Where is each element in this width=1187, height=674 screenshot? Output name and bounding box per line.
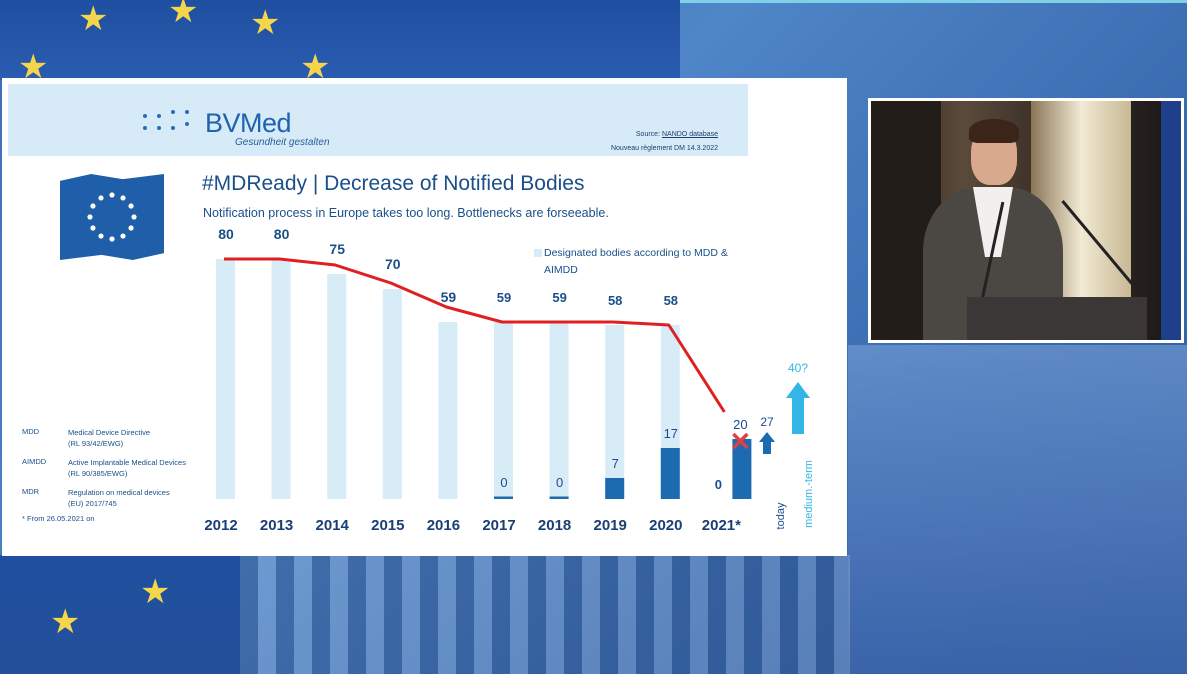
eu-flag-icon [60, 174, 164, 260]
eu-star [90, 225, 96, 231]
logo-text: BVMed [205, 108, 292, 138]
arrow-up-icon [759, 432, 775, 454]
abbreviation-key: MDD [22, 427, 40, 436]
video-blue-banner [1161, 101, 1181, 340]
eu-star [98, 195, 104, 201]
abbreviation-key: MDR [22, 487, 40, 496]
data-label-mdr: 0 [500, 475, 507, 490]
star-icon: ★ [50, 603, 81, 641]
category-label: 2021* [702, 517, 741, 534]
data-label-designated: 58 [664, 293, 678, 308]
trend-line [224, 257, 726, 413]
abbreviation-row: MDD Medical Device Directive (RL 93/42/EW… [22, 427, 222, 457]
label-today: today [775, 502, 787, 529]
legend-text: Designated bodies according to MDD & AIM… [544, 247, 728, 276]
eu-star [131, 214, 137, 220]
legend-swatch [534, 249, 542, 257]
data-label-designated: 59 [441, 289, 457, 305]
category-label: 2013 [260, 517, 293, 534]
data-label-designated: 58 [608, 293, 622, 308]
slide-header: BVMed Gesundheit gestalten Source: NANDO… [8, 84, 748, 156]
data-label-mdr: 20 [733, 417, 747, 432]
data-label-today: 27 [760, 415, 774, 429]
podium [967, 297, 1147, 340]
eu-star [120, 195, 126, 201]
eu-star [98, 233, 104, 239]
star-icon: ★ [78, 0, 109, 38]
bar-mdr-bodies [494, 496, 513, 499]
source-label: Source: [635, 131, 661, 138]
abbreviation-key: AIMDD [22, 457, 47, 466]
category-label: 2015 [371, 517, 404, 534]
data-label-designated: 0 [715, 477, 722, 492]
category-label: 2019 [594, 517, 627, 534]
bar-chart: 8020128020137520147020155920165920175920… [204, 226, 815, 534]
bar-designated-bodies [271, 259, 291, 499]
category-label: 2017 [482, 517, 515, 534]
category-label: 2020 [649, 517, 682, 534]
logo-subtitle: Gesundheit gestalten [235, 137, 330, 148]
star-icon: ★ [250, 4, 281, 42]
bar-designated-bodies [382, 289, 402, 499]
bar-designated-bodies [549, 322, 569, 499]
data-label-mdr: 17 [664, 426, 678, 441]
background-eu-flag-bottom: ★ ★ [0, 555, 240, 674]
bar-designated-bodies [216, 259, 235, 499]
source-link: NANDO database [661, 131, 718, 138]
eu-stars-icon [87, 192, 137, 242]
bar-designated-bodies [605, 325, 625, 499]
background-building [150, 555, 850, 674]
abbreviation-value: Active Implantable Medical Devices (RL 90… [68, 458, 186, 478]
eu-star [120, 233, 126, 239]
bar-designated-bodies [327, 274, 347, 499]
category-label: 2016 [427, 517, 460, 534]
slide-subtitle: Notification process in Europe takes too… [203, 206, 609, 220]
slide-title: #MDReady | Decrease of Notified Bodies [202, 172, 585, 195]
star-icon: ★ [168, 0, 199, 30]
data-label-designated: 80 [218, 226, 234, 242]
background-building-right [848, 345, 1187, 674]
source-line2: Nouveau règlement DM 14.3.2022 [610, 145, 718, 152]
speaker-video [868, 98, 1184, 343]
bar-mdr-bodies [605, 478, 625, 499]
cross-icon [732, 432, 749, 450]
eu-star [109, 192, 115, 198]
data-label-designated: 80 [274, 226, 290, 242]
abbreviation-value: Regulation on medical devices (EU) 2017/7… [68, 488, 170, 508]
arrow-up-icon [786, 382, 810, 434]
star-icon: ★ [140, 573, 171, 611]
eu-star [128, 203, 134, 209]
eu-star [87, 214, 93, 220]
data-label-designated: 59 [497, 290, 511, 305]
bar-designated-bodies [438, 322, 458, 499]
data-label-designated: 59 [552, 290, 566, 305]
data-label-mdr: 0 [556, 475, 563, 490]
data-label-designated: 70 [385, 256, 401, 272]
data-label-mdr: 7 [612, 456, 619, 471]
label-medium-term: medium.-term [803, 460, 815, 528]
data-label-medium-term: 40? [788, 361, 808, 375]
speaker-hair [969, 119, 1019, 143]
bar-mdr-bodies [660, 448, 680, 499]
presentation-slide: BVMed Gesundheit gestalten Source: NANDO… [2, 78, 847, 556]
bar-mdr-bodies [549, 496, 569, 499]
abbreviation-value: Medical Device Directive (RL 93/42/EWG) [68, 428, 151, 448]
data-label-designated: 75 [329, 241, 345, 257]
eu-star [90, 203, 96, 209]
bar-mdr-bodies [732, 439, 752, 499]
bar-designated-bodies [494, 322, 513, 499]
source-note: Source: NANDO database Nouveau règlement… [611, 128, 718, 156]
category-label: 2014 [316, 517, 350, 534]
footnote: * From 26.05.2021 on [22, 514, 95, 523]
logo-dots-icon [143, 110, 198, 134]
category-label: 2018 [538, 517, 571, 534]
background-eu-flag: ★ ★ ★ ★ ★ [0, 0, 680, 84]
abbreviation-row: AIMDD Active Implantable Medical Devices… [22, 457, 222, 487]
eu-star [128, 225, 134, 231]
abbreviation-list: MDD Medical Device Directive (RL 93/42/EW… [22, 427, 222, 517]
abbreviation-row: MDR Regulation on medical devices (EU) 20… [22, 487, 222, 517]
category-label: 2012 [204, 517, 237, 534]
eu-star [109, 236, 115, 242]
